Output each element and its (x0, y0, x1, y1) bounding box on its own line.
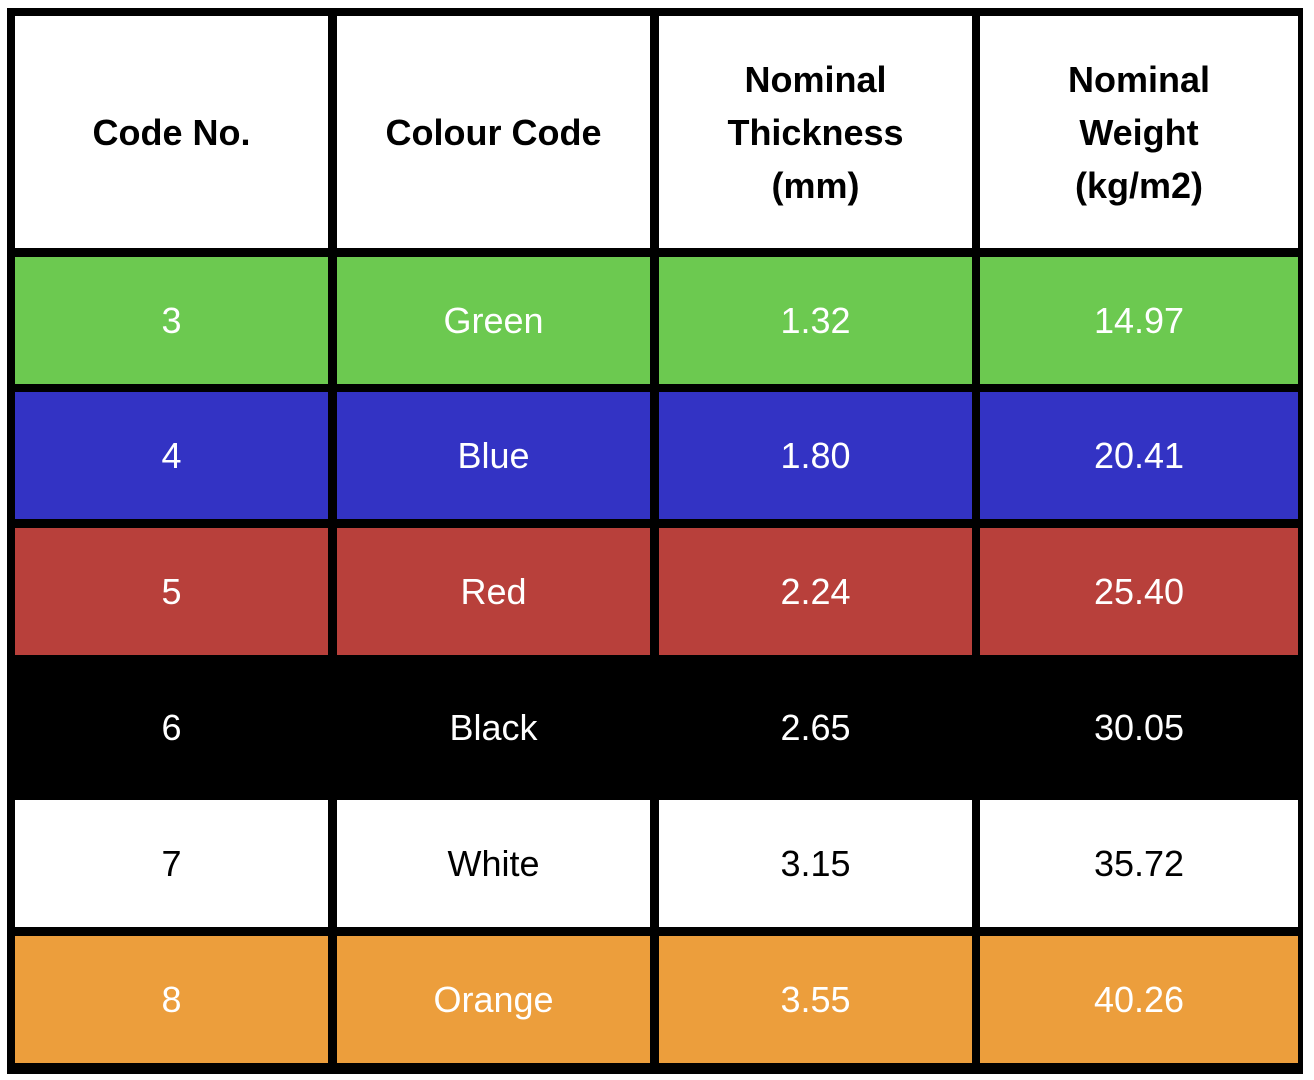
cell-code-no: 6 (15, 664, 328, 791)
cell-code-no: 7 (15, 800, 328, 927)
cell-code-no: 4 (15, 392, 328, 519)
cell-nominal-weight: 35.72 (980, 800, 1298, 927)
cell-colour-code: Blue (337, 392, 650, 519)
cell-colour-code: Orange (337, 936, 650, 1063)
cell-nominal-thickness: 1.80 (659, 392, 972, 519)
header-code-no: Code No. (15, 16, 328, 248)
cell-code-no: 3 (15, 257, 328, 384)
header-nominal-weight: Nominal Weight (kg/m2) (980, 16, 1298, 248)
cell-colour-code: White (337, 800, 650, 927)
cell-colour-code: Red (337, 528, 650, 655)
cell-code-no: 8 (15, 936, 328, 1063)
cell-nominal-thickness: 1.32 (659, 257, 972, 384)
cell-nominal-weight: 30.05 (980, 664, 1298, 791)
cell-nominal-thickness: 2.65 (659, 664, 972, 791)
cell-colour-code: Black (337, 664, 650, 791)
cell-nominal-thickness: 2.24 (659, 528, 972, 655)
colour-code-table: Code No. Colour Code Nominal Thickness (mm… (7, 8, 1303, 1074)
cell-nominal-weight: 14.97 (980, 257, 1298, 384)
header-nominal-thickness: Nominal Thickness (mm) (659, 16, 972, 248)
header-colour-code: Colour Code (337, 16, 650, 248)
cell-code-no: 5 (15, 528, 328, 655)
cell-colour-code: Green (337, 257, 650, 384)
cell-nominal-weight: 20.41 (980, 392, 1298, 519)
cell-nominal-weight: 40.26 (980, 936, 1298, 1063)
cell-nominal-thickness: 3.15 (659, 800, 972, 927)
cell-nominal-thickness: 3.55 (659, 936, 972, 1063)
cell-nominal-weight: 25.40 (980, 528, 1298, 655)
